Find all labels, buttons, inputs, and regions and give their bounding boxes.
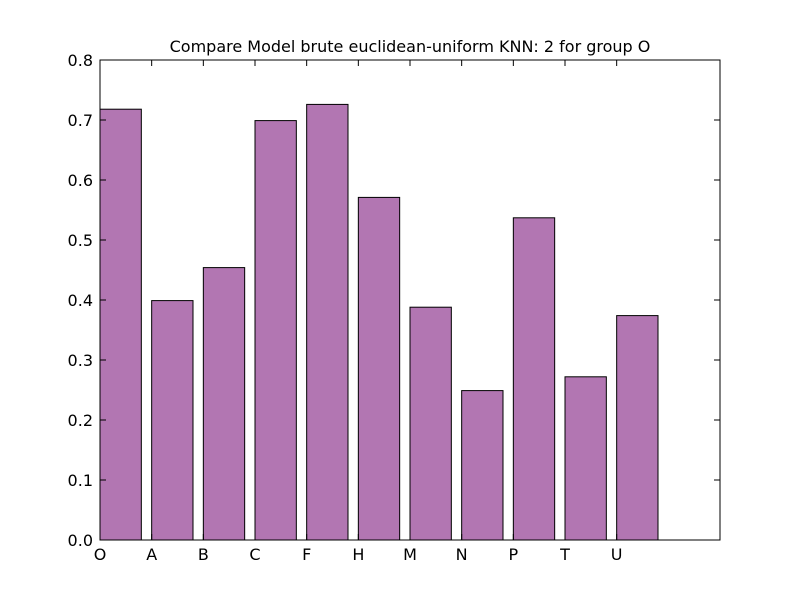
bar-F: [306, 103, 349, 541]
bar-H: [357, 196, 401, 541]
x-tick-label-M: M: [403, 545, 417, 564]
chart-title: Compare Model brute euclidean-uniform KN…: [170, 37, 651, 56]
bar-M: [409, 306, 452, 541]
y-tick-label: 0.6: [68, 171, 93, 190]
bar-A: [151, 300, 194, 541]
bar-C: [254, 120, 297, 541]
y-tick-label: 0.1: [68, 471, 93, 490]
x-tick-label-F: F: [302, 545, 311, 564]
x-tick-label-U: U: [611, 545, 623, 564]
x-tick-label-B: B: [198, 545, 209, 564]
x-tick-label-P: P: [509, 545, 519, 564]
x-tick-label-H: H: [352, 545, 364, 564]
y-tick-label: 0.8: [68, 51, 93, 70]
x-tick-label-A: A: [146, 545, 157, 564]
axes-frame: [99, 59, 721, 541]
bars-group: [99, 103, 659, 541]
bar-U: [616, 315, 659, 541]
y-tick-label: 0.0: [68, 531, 93, 550]
y-tick-label: 0.4: [68, 291, 93, 310]
y-tick-label: 0.7: [68, 111, 93, 130]
y-axis: 0.0 0.1 0.2 0.3 0.4 0.5 0.6 0.7 0.8: [68, 51, 720, 550]
y-tick-label: 0.2: [68, 411, 93, 430]
x-tick-label-C: C: [249, 545, 260, 564]
y-tick-label: 0.5: [68, 231, 93, 250]
bar-T: [564, 376, 607, 541]
x-tick-label-O: O: [94, 545, 107, 564]
bar-B: [202, 267, 246, 541]
bar-N: [461, 390, 504, 541]
x-tick-label-T: T: [559, 545, 570, 564]
x-tick-label-N: N: [456, 545, 468, 564]
y-tick-label: 0.3: [68, 351, 93, 370]
bar-P: [512, 217, 556, 541]
bar-O: [99, 108, 142, 541]
